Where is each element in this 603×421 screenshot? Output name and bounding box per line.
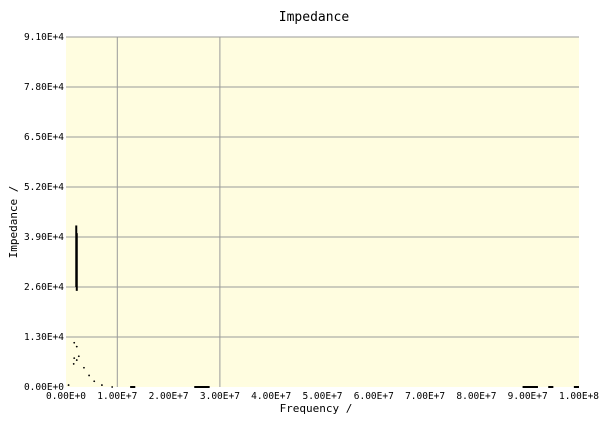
y-tick-label: 3.90E+4 (24, 232, 64, 243)
chart-title: Impedance (279, 10, 350, 25)
x-tick-label: 8.00E+7 (456, 391, 496, 402)
x-axis-ticks: 0.00E+0 1.00E+7 2.00E+7 3.00E+7 4.00E+7 5.00E… (46, 391, 599, 402)
y-tick-label: 0.00E+0 (24, 382, 64, 393)
x-tick-label: 7.00E+7 (405, 391, 445, 402)
y-tick-label: 9.10E+4 (24, 32, 64, 43)
series-dotted-point (67, 384, 70, 386)
gridlines (66, 36, 579, 387)
y-axis-ticks: 0.00E+0 1.30E+4 2.60E+4 3.90E+4 5.20E+4 6.50E… (24, 32, 64, 393)
x-tick-label: 9.00E+7 (508, 391, 548, 402)
y-tick-label: 1.30E+4 (24, 332, 64, 343)
y-axis-label: Impedance / (7, 186, 20, 259)
series-dotted-point (77, 355, 80, 358)
y-tick-label: 6.50E+4 (24, 132, 64, 143)
series-dotted-point (101, 384, 103, 386)
series-dotted-point (75, 345, 78, 348)
series-dotted-point (73, 357, 76, 360)
x-tick-label: 3.00E+7 (200, 391, 240, 402)
series-dotted-point (111, 386, 114, 388)
x-tick-label: 1.00E+8 (559, 391, 599, 402)
x-tick-label: 1.00E+7 (97, 391, 137, 402)
x-tick-label: 6.00E+7 (354, 391, 394, 402)
x-axis-label: Frequency / (280, 402, 353, 415)
series-dotted-point (75, 359, 78, 361)
series-dotted-point (83, 366, 85, 369)
series-dotted-point (88, 374, 90, 377)
x-tick-label: 4.00E+7 (251, 391, 291, 402)
data-series (67, 225, 579, 388)
series-dotted-point (72, 363, 75, 365)
y-tick-label: 2.60E+4 (24, 282, 64, 293)
plot-area (66, 37, 579, 387)
y-tick-label: 5.20E+4 (24, 182, 64, 193)
x-tick-label: 0.00E+0 (46, 391, 86, 402)
y-tick-label: 7.80E+4 (24, 82, 64, 93)
series-dotted-point (93, 380, 96, 383)
x-tick-label: 2.00E+7 (149, 391, 189, 402)
series-dotted-point (73, 341, 76, 344)
x-tick-label: 5.00E+7 (302, 391, 342, 402)
